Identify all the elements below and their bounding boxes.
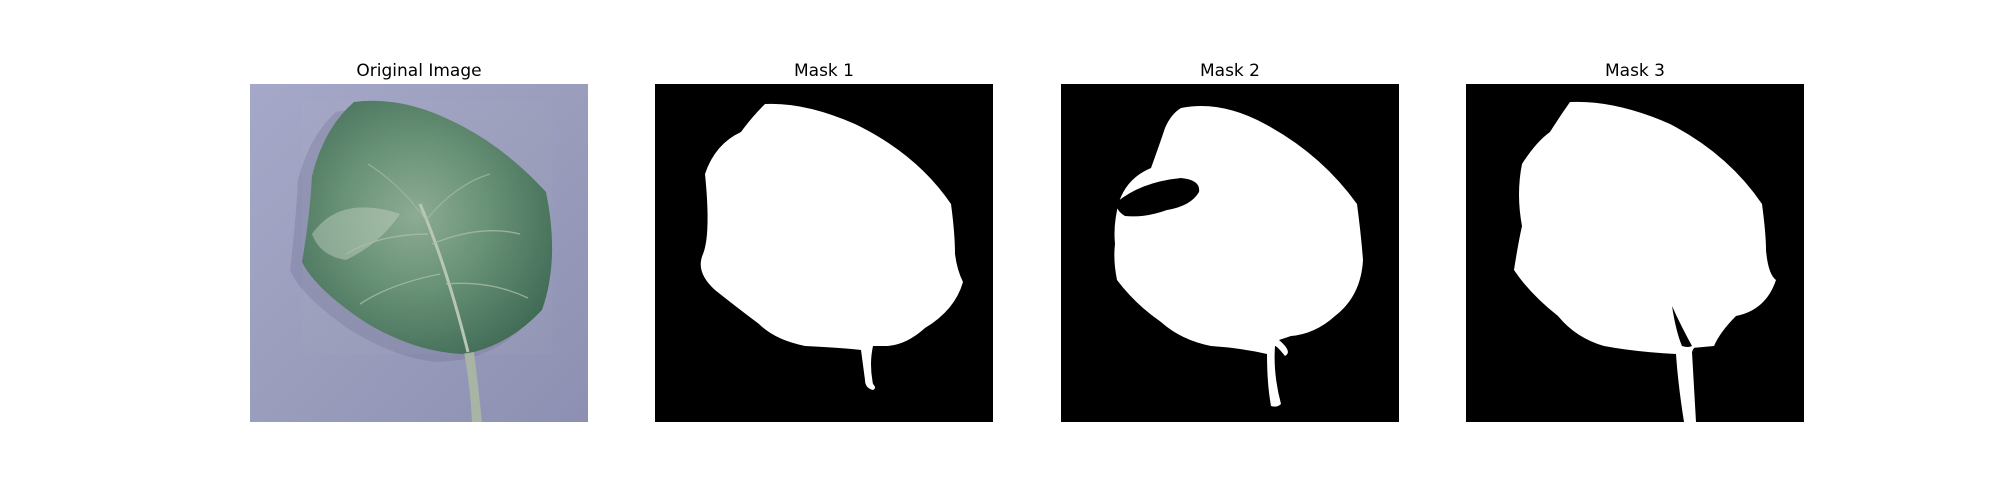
mask-3-image (1466, 84, 1804, 422)
panel-title: Mask 3 (1466, 60, 1804, 82)
panel-title: Mask 2 (1061, 60, 1399, 82)
panel-mask-3: Mask 3 (1466, 60, 1804, 422)
panel-title: Mask 1 (655, 60, 993, 82)
panel-mask-1: Mask 1 (655, 60, 993, 422)
original-leaf-photo (250, 84, 588, 422)
mask-1-image (655, 84, 993, 422)
panel-title: Original Image (250, 60, 588, 82)
panel-original-image: Original Image (250, 60, 588, 422)
mask-2-image (1061, 84, 1399, 422)
panel-mask-2: Mask 2 (1061, 60, 1399, 422)
